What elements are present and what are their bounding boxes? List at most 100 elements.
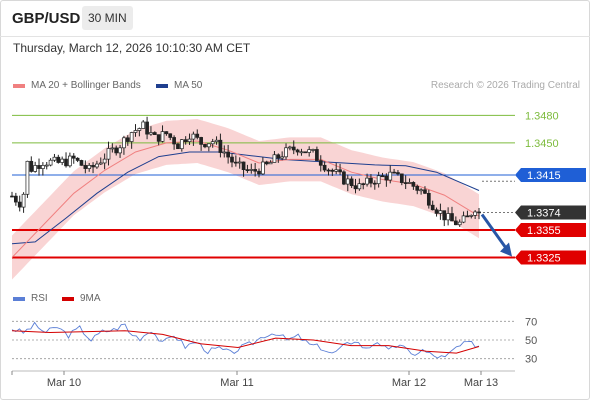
candle-body (79, 160, 84, 166)
x-tick-mar-11: Mar 11 (220, 377, 253, 389)
rsi-tick-70: 70 (525, 316, 537, 328)
candle-body (295, 149, 300, 153)
candle-body (415, 186, 420, 191)
ma9-label: 9MA (80, 293, 101, 304)
candle-body (118, 147, 122, 154)
level-label-1.3355: 1.3355 (527, 225, 561, 237)
candle-body (318, 160, 323, 166)
candle-body (450, 213, 454, 222)
rsi-label: RSI (31, 293, 48, 304)
candle-body (234, 161, 238, 164)
candle-body (361, 183, 366, 186)
candle-body (37, 165, 41, 169)
candle-body (191, 133, 196, 140)
candle-body (369, 177, 373, 184)
candle-body (303, 151, 308, 154)
ma20-line (11, 140, 480, 258)
candle-body (407, 182, 412, 184)
candle-body (311, 149, 315, 151)
forecast-arrow-head (500, 242, 512, 257)
candle-body (98, 162, 103, 165)
candle-body (438, 210, 443, 214)
candle-body (83, 165, 88, 169)
candle-body (465, 215, 470, 218)
candle-body (276, 154, 281, 159)
candle-body (249, 169, 254, 171)
level-label-1.3450: 1.3450 (525, 138, 559, 150)
candle-body (10, 195, 14, 198)
candle-body (44, 164, 49, 167)
level-tag-1.3415 (515, 167, 586, 182)
candle-body (245, 169, 250, 171)
candle-body (380, 175, 385, 178)
rsi-swatch (13, 296, 25, 301)
candle-body (25, 160, 30, 195)
x-tick-mar-13: Mar 13 (464, 377, 498, 389)
candle-body (222, 151, 227, 154)
candle-body (419, 189, 423, 192)
candle-body (257, 170, 261, 175)
candle-body (345, 178, 350, 185)
candle-body (206, 143, 211, 148)
candle-body (392, 171, 396, 174)
candle-body (68, 155, 72, 167)
candle-body (187, 138, 192, 143)
legend-ma50: MA 50 (156, 80, 202, 91)
candle-body (75, 157, 80, 161)
candle-body (334, 169, 339, 172)
candle-body (426, 193, 431, 206)
candle-body (473, 211, 477, 216)
candle-body (102, 158, 107, 164)
candle-body (125, 137, 130, 142)
candle-body (114, 147, 119, 154)
candle-body (214, 139, 219, 143)
candle-body (434, 209, 439, 214)
candle-body (365, 177, 369, 185)
candle-body (299, 151, 304, 154)
candle-body (280, 156, 285, 159)
candle-body (71, 155, 76, 159)
candle-body (396, 172, 400, 175)
candle-body (106, 148, 111, 160)
candle-body (291, 146, 296, 151)
candle-body (237, 161, 242, 164)
candle-body (388, 171, 393, 181)
candle-body (430, 204, 435, 211)
candle-body (288, 146, 292, 149)
candle-body (338, 169, 342, 173)
candle-body (218, 139, 223, 153)
candle-body (129, 132, 134, 142)
ma20-swatch (13, 83, 25, 88)
candle-body (122, 137, 126, 149)
candle-body (199, 137, 203, 145)
candle-body (141, 121, 146, 129)
level-tag-1.3374 (515, 205, 586, 220)
candle-body (145, 121, 149, 135)
candle-body (372, 182, 377, 185)
rsi-tick-50: 50 (525, 335, 537, 347)
candle-body (349, 178, 354, 187)
candle-body (315, 149, 319, 161)
candle-body (469, 215, 474, 217)
candle-body (226, 151, 230, 158)
candle-body (179, 139, 184, 150)
level-label-1.3480: 1.3480 (525, 110, 559, 122)
candle-body (149, 132, 153, 135)
datetime-label: Thursday, March 12, 2026 10:10:30 AM CET (13, 41, 251, 55)
candle-body (56, 156, 61, 163)
bollinger-band (12, 119, 479, 280)
timeframe-button[interactable]: 30 MIN (82, 6, 133, 30)
rsi-9ma-line (11, 330, 480, 354)
candle-body (403, 182, 408, 184)
candle-body (91, 165, 95, 168)
candle-body (21, 193, 26, 208)
legend-rsi: RSI (13, 293, 48, 304)
candle-body (168, 133, 173, 138)
level-label-1.3325: 1.3325 (527, 252, 561, 264)
legend-9ma: 9MA (62, 293, 101, 304)
candle-body (48, 159, 53, 166)
candle-body (461, 215, 466, 223)
x-tick-mar-10: Mar 10 (47, 377, 81, 389)
x-tick-mar-12: Mar 12 (392, 377, 426, 389)
candle-body (261, 161, 265, 175)
